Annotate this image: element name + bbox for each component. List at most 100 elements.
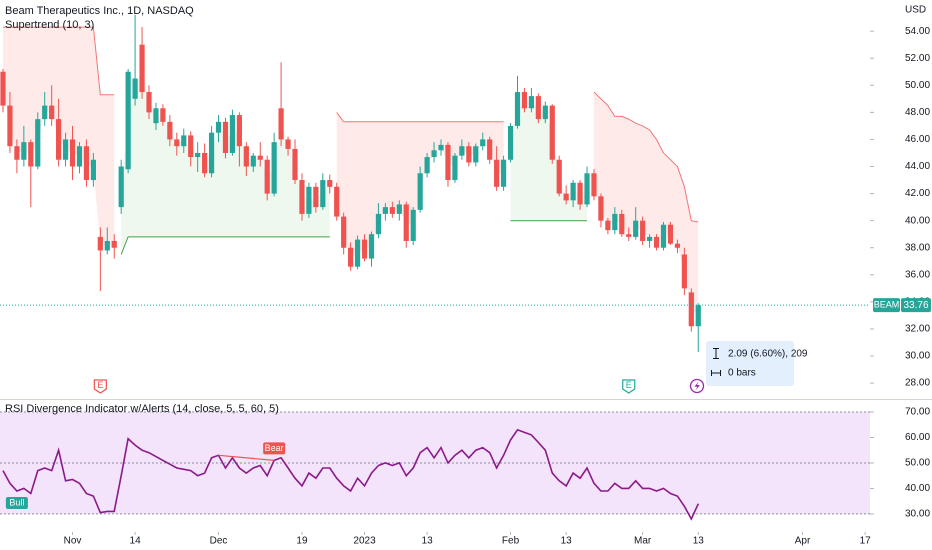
y-tick-label: 54.00 (905, 26, 930, 37)
signal-label: Bull (9, 497, 24, 507)
candle-body (250, 155, 256, 167)
y-tick-label: 48.00 (905, 107, 930, 118)
x-tick-label: 14 (130, 536, 142, 547)
x-tick-label: Mar (634, 536, 652, 547)
candle-body (327, 180, 333, 187)
indicator-title: Supertrend (10, 3) (5, 19, 94, 31)
candle-body (188, 135, 194, 158)
candle-body (605, 220, 611, 231)
symbol-label: BEAM (874, 300, 900, 310)
candle-body (42, 105, 48, 120)
candle-body (69, 139, 76, 167)
rsi-y-tick-label: 70.00 (905, 407, 930, 418)
measure-icons (711, 348, 721, 376)
symbol-tag (873, 298, 900, 313)
y-tick-label: 32.00 (905, 324, 930, 335)
candle-body (243, 146, 249, 167)
x-tick-label: 17 (860, 536, 872, 547)
candle-body (104, 240, 110, 251)
divergence-line (218, 454, 275, 461)
candle-body (174, 139, 180, 147)
candle-body (619, 213, 625, 235)
candle-body (459, 146, 465, 156)
currency-label: USD (905, 5, 926, 16)
chart-title: Beam Therapeutics Inc., 1D, NASDAQ (5, 5, 194, 17)
y-tick-label: 52.00 (905, 53, 930, 64)
candle-body (361, 239, 368, 259)
x-tick-label: 13 (422, 536, 434, 547)
rsi-line (2, 428, 700, 521)
candle-body (208, 132, 215, 174)
rsi-y-tick-label: 50.00 (905, 458, 930, 469)
candle-body (494, 159, 500, 187)
candle-body (681, 254, 687, 289)
signal-tag (263, 442, 286, 455)
candle-body (445, 144, 451, 181)
rsi-y-tick-label: 60.00 (905, 432, 930, 443)
signal-tag (5, 496, 28, 509)
candle-body (153, 108, 159, 124)
candle-body (487, 139, 493, 160)
candle-body (35, 119, 41, 167)
candle-body (146, 92, 152, 113)
candle-body (236, 115, 242, 147)
measure-change: 2.09 (6.60%), 209 (728, 349, 808, 360)
x-tick-label: 13 (561, 536, 573, 547)
dividend-icon (689, 378, 705, 394)
candle-body (229, 115, 236, 153)
candle-body (431, 150, 437, 158)
candle-body (396, 204, 402, 214)
candle-body (215, 121, 222, 133)
y-tick-label: 36.00 (905, 269, 930, 280)
candle-body (21, 142, 27, 160)
candle-body (653, 236, 660, 248)
rsi-title: RSI Divergence Indicator w/Alerts (14, c… (5, 403, 279, 415)
x-tick-label: 13 (693, 536, 705, 547)
candle-body (660, 224, 667, 248)
rsi-y-tick-label: 30.00 (905, 509, 930, 520)
candle-body (473, 146, 479, 163)
candle-body (354, 239, 361, 267)
candle-body (320, 180, 326, 208)
candle-body (535, 96, 541, 120)
y-tick-label: 28.00 (905, 378, 930, 389)
event-label: E (626, 380, 632, 390)
candle-body (695, 305, 701, 327)
y-tick-label: 42.00 (905, 188, 930, 199)
candle-body (674, 243, 681, 248)
candle-body (125, 71, 131, 170)
candle-body (417, 173, 423, 210)
rsi-y-tick-label: 40.00 (905, 483, 930, 494)
supertrend-line (336, 112, 504, 123)
candle-body (118, 166, 124, 208)
candle-body (640, 220, 646, 241)
candle-body (14, 146, 20, 160)
candle-body (452, 155, 458, 181)
candle-body (167, 121, 173, 140)
candle-body (285, 139, 291, 149)
y-tick-label: 40.00 (905, 215, 930, 226)
candle-body (28, 142, 34, 167)
candle-body (341, 216, 347, 248)
candle-body (292, 148, 298, 181)
mark-layer: 28.0030.0032.0034.0036.0038.0040.0042.00… (0, 14, 931, 547)
candle-body (570, 182, 576, 201)
candle-body (0, 71, 6, 106)
supertrend-line (120, 236, 330, 255)
supertrend-fill (593, 92, 699, 316)
candle-body (577, 182, 583, 205)
y-tick-label: 30.00 (905, 351, 930, 362)
candle-body (132, 78, 138, 99)
candle-body (424, 157, 430, 174)
x-tick-label: Apr (795, 536, 811, 547)
candle-body (542, 105, 548, 120)
candle-body (202, 152, 208, 174)
candle-body (56, 119, 62, 160)
measure-bars: 0 bars (728, 368, 756, 379)
x-tick-label: 19 (296, 536, 308, 547)
candle-body (591, 173, 597, 197)
y-tick-label: 44.00 (905, 161, 930, 172)
candle-body (507, 125, 514, 160)
candle-body (549, 105, 555, 160)
supertrend-fill (510, 100, 588, 221)
